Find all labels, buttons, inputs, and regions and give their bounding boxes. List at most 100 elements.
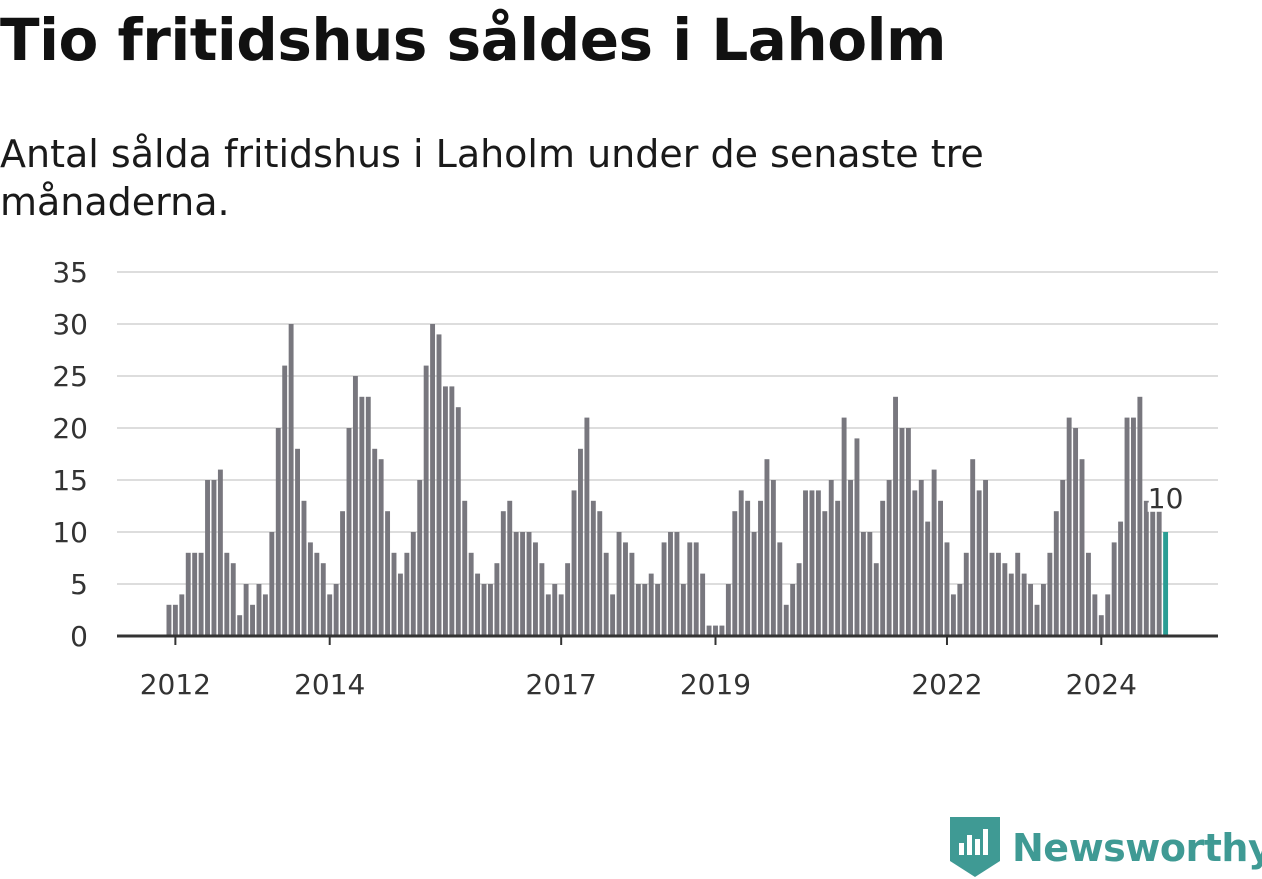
bar <box>1060 480 1066 636</box>
bar <box>533 542 538 636</box>
bar <box>635 584 641 636</box>
bar <box>494 563 500 636</box>
bar <box>1156 511 1162 636</box>
bar <box>873 563 879 636</box>
bar <box>835 500 841 636</box>
bar <box>1118 521 1124 636</box>
bar <box>841 417 847 636</box>
bar <box>1008 573 1014 636</box>
bar <box>179 594 185 636</box>
x-tick-label: 2014 <box>294 668 365 701</box>
bar <box>912 490 918 636</box>
bar <box>211 480 217 636</box>
bar <box>314 552 320 636</box>
bar <box>552 584 558 636</box>
brand-name: Newsworthy <box>1012 826 1262 870</box>
bar <box>1137 396 1143 636</box>
bar <box>1079 459 1085 636</box>
bar <box>404 552 410 636</box>
bar <box>275 428 281 636</box>
bar <box>783 604 789 636</box>
bar <box>764 459 770 636</box>
bar <box>488 584 493 636</box>
bar <box>578 448 583 636</box>
bar <box>520 532 526 636</box>
bar <box>1092 594 1098 636</box>
bar <box>295 448 300 636</box>
bar <box>507 500 513 636</box>
bar <box>693 542 699 636</box>
chart-title: Tio fritidshus såldes i Laholm <box>0 6 946 74</box>
bar <box>719 625 725 636</box>
bar <box>571 490 577 636</box>
bar <box>629 552 635 636</box>
bar <box>513 532 519 636</box>
bar <box>905 428 911 636</box>
annotation-label: 10 <box>1148 482 1184 515</box>
bar <box>1124 417 1130 636</box>
bar <box>925 521 931 636</box>
bar <box>1028 584 1034 636</box>
bar <box>185 552 191 636</box>
bar <box>539 563 545 636</box>
bar <box>256 584 262 636</box>
bar <box>391 552 397 636</box>
bar <box>462 500 468 636</box>
bar <box>288 324 294 636</box>
bar <box>340 511 346 636</box>
bar <box>732 511 738 636</box>
bar <box>1034 604 1040 636</box>
bar <box>706 625 712 636</box>
bar <box>436 334 442 636</box>
bar <box>262 594 268 636</box>
bar <box>352 376 358 636</box>
bar <box>860 532 866 636</box>
bar <box>481 584 487 636</box>
bar <box>738 490 744 636</box>
bar <box>603 552 609 636</box>
x-tick-label: 2024 <box>1066 668 1137 701</box>
bar <box>1073 428 1079 636</box>
bar <box>468 552 474 636</box>
bar <box>803 490 808 636</box>
bar <box>790 584 796 636</box>
bar <box>777 542 783 636</box>
bar <box>1021 573 1027 636</box>
bar <box>751 532 757 636</box>
bar <box>661 542 667 636</box>
bar <box>1105 594 1111 636</box>
bar <box>950 594 956 636</box>
bar <box>282 365 288 636</box>
bar <box>674 532 680 636</box>
y-tick-label: 10 <box>52 516 88 549</box>
bar <box>700 573 706 636</box>
bar <box>623 542 628 636</box>
y-tick-label: 5 <box>70 568 88 601</box>
bar <box>1015 552 1021 636</box>
bar <box>616 532 622 636</box>
bar <box>230 563 236 636</box>
bar <box>770 480 776 636</box>
y-tick-label: 30 <box>52 308 88 341</box>
y-tick-label: 0 <box>70 620 88 653</box>
bar <box>918 480 924 636</box>
bar <box>1143 500 1149 636</box>
newsworthy-logo-icon <box>950 817 1000 877</box>
bar <box>1098 615 1104 636</box>
bar <box>1066 417 1072 636</box>
bar <box>886 480 892 636</box>
bar <box>320 563 326 636</box>
bar <box>558 594 564 636</box>
bar <box>668 532 673 636</box>
bar <box>854 438 860 636</box>
bar <box>526 532 532 636</box>
bar <box>1002 563 1008 636</box>
bar <box>333 584 339 636</box>
bar <box>500 511 506 636</box>
bar <box>745 500 751 636</box>
bar <box>970 459 976 636</box>
bar <box>397 573 403 636</box>
bar <box>378 459 384 636</box>
bar <box>828 480 834 636</box>
bar <box>372 448 378 636</box>
